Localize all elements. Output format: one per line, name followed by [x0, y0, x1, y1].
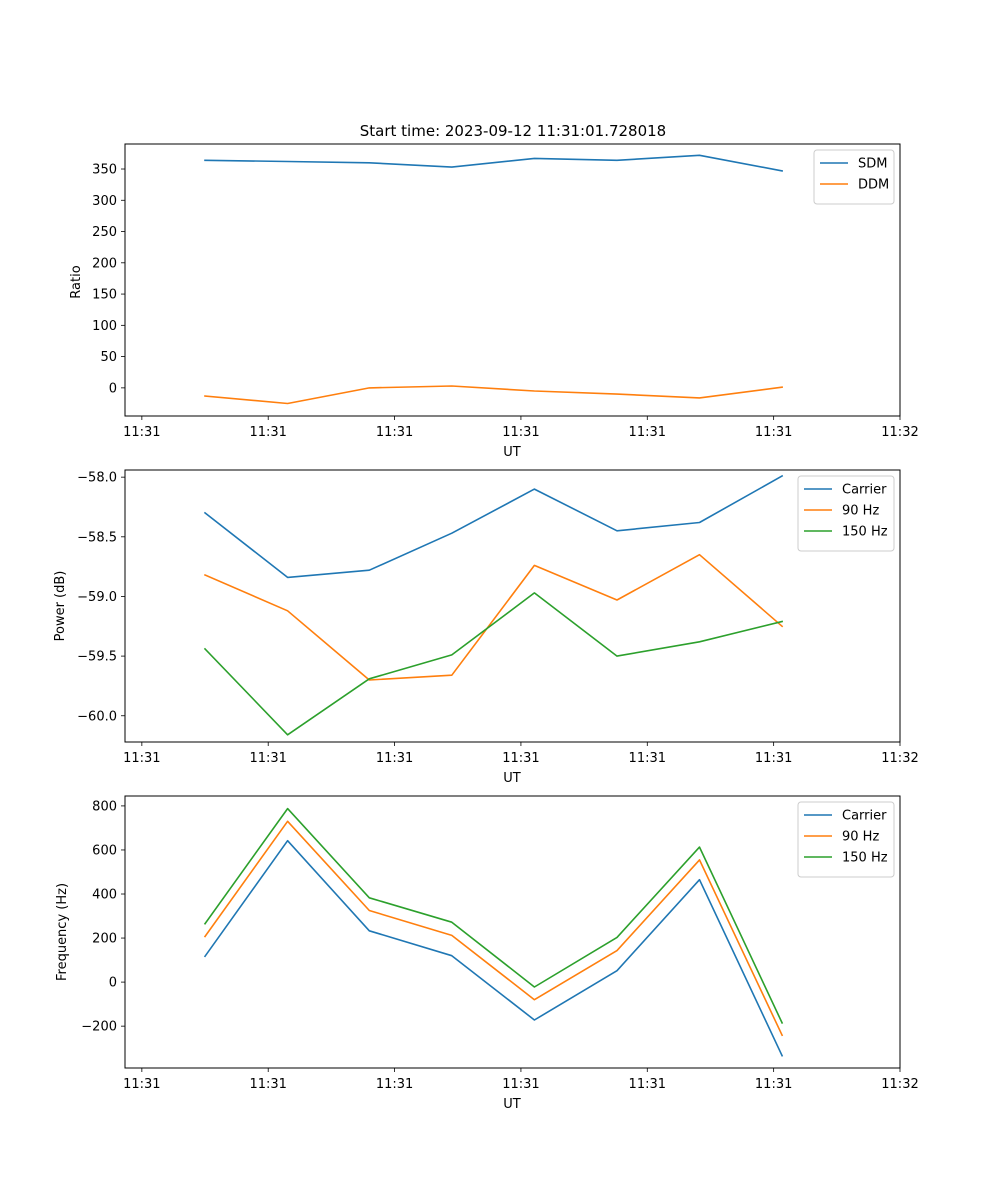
y-tick-label: 100 [92, 319, 117, 334]
x-tick-label: 11:31 [123, 751, 160, 766]
x-tick-label: 11:31 [249, 751, 286, 766]
x-tick-label: 11:31 [629, 425, 666, 440]
x-tick-label: 11:31 [376, 425, 413, 440]
y-tick-label: −60.0 [77, 709, 117, 724]
legend-label: Carrier [842, 483, 887, 498]
frequency-panel: 11:31 11:31 11:31 11:31 11:31 11:31 11:32 −200… [55, 795, 919, 1112]
legend-label: 90 Hz [842, 830, 879, 845]
x-tick-label: 11:31 [755, 751, 792, 766]
x-tick-label: 11:31 [755, 1077, 792, 1092]
legend-label: DDM [858, 178, 889, 193]
x-tick-label: 11:31 [123, 1077, 160, 1092]
y-tick-label: 200 [92, 932, 117, 947]
y-tick-label: 600 [92, 843, 117, 858]
x-tick-label: 11:32 [881, 751, 918, 766]
chart-title: Start time: 2023-09-12 11:31:01.728018 [360, 122, 666, 140]
plot-area-frame [124, 469, 901, 743]
y-tick-label: −59.0 [77, 590, 117, 605]
series-line-ddm [204, 385, 783, 405]
y-tick-label: 300 [92, 194, 117, 209]
series-line-150-hz [203, 807, 784, 1024]
y-tick-label: 800 [92, 799, 117, 814]
x-tick-label: 11:31 [629, 751, 666, 766]
y-tick-label: −200 [81, 1020, 117, 1035]
y-tick-label: 200 [92, 256, 117, 271]
y-tick-label: −58.5 [77, 530, 117, 545]
series-line-90-hz [203, 553, 784, 681]
y-axis-label: Frequency (Hz) [55, 883, 70, 981]
x-tick-label: 11:31 [249, 1077, 286, 1092]
y-tick-label: 400 [92, 888, 117, 903]
y-tick-label: 350 [92, 163, 117, 178]
legend: Carrier 90 Hz 150 Hz [797, 475, 895, 552]
x-tick-label: 11:31 [502, 425, 539, 440]
x-axis-label: UT [503, 445, 521, 460]
y-axis-label: Ratio [69, 265, 84, 298]
x-tick-label: 11:31 [502, 1077, 539, 1092]
legend-label: Carrier [842, 809, 887, 824]
power-panel: 11:31 11:31 11:31 11:31 11:31 11:31 11:32 −60.… [53, 469, 919, 786]
x-tick-label: 11:31 [376, 751, 413, 766]
plot-area-frame [124, 143, 901, 417]
series-line-carrier [203, 474, 784, 579]
legend-label: 150 Hz [842, 525, 888, 540]
y-tick-label: −58.0 [77, 471, 117, 486]
legend: Carrier 90 Hz 150 Hz [797, 801, 895, 878]
series-line-carrier [203, 839, 784, 1057]
x-tick-label: 11:31 [249, 425, 286, 440]
x-axis-label: UT [503, 771, 521, 786]
y-tick-label: −59.5 [77, 650, 117, 665]
legend-frame [797, 801, 895, 878]
legend: SDM DDM [813, 149, 895, 205]
y-tick-label: 150 [92, 288, 117, 303]
ratio-panel: Start time: 2023-09-12 11:31:01.728018 1… [69, 122, 919, 460]
y-tick-label: 0 [109, 381, 117, 396]
x-tick-label: 11:31 [376, 1077, 413, 1092]
y-tick-label: 0 [109, 976, 117, 991]
legend-label: 150 Hz [842, 851, 888, 866]
series-line-90-hz [203, 820, 784, 1037]
x-tick-label: 11:31 [502, 751, 539, 766]
y-tick-label: 250 [92, 225, 117, 240]
x-tick-label: 11:31 [755, 425, 792, 440]
plot-area-frame [124, 795, 901, 1069]
legend-label: SDM [858, 157, 887, 172]
x-tick-label: 11:32 [881, 1077, 918, 1092]
legend-label: 90 Hz [842, 504, 879, 519]
x-axis-label: UT [503, 1097, 521, 1112]
x-tick-label: 11:31 [123, 425, 160, 440]
x-tick-label: 11:32 [881, 425, 918, 440]
y-tick-label: 50 [100, 350, 117, 365]
legend-frame [797, 475, 895, 552]
x-tick-label: 11:31 [629, 1077, 666, 1092]
series-line-sdm [204, 154, 784, 172]
y-axis-label: Power (dB) [53, 571, 68, 642]
series-line-150-hz [203, 592, 784, 736]
